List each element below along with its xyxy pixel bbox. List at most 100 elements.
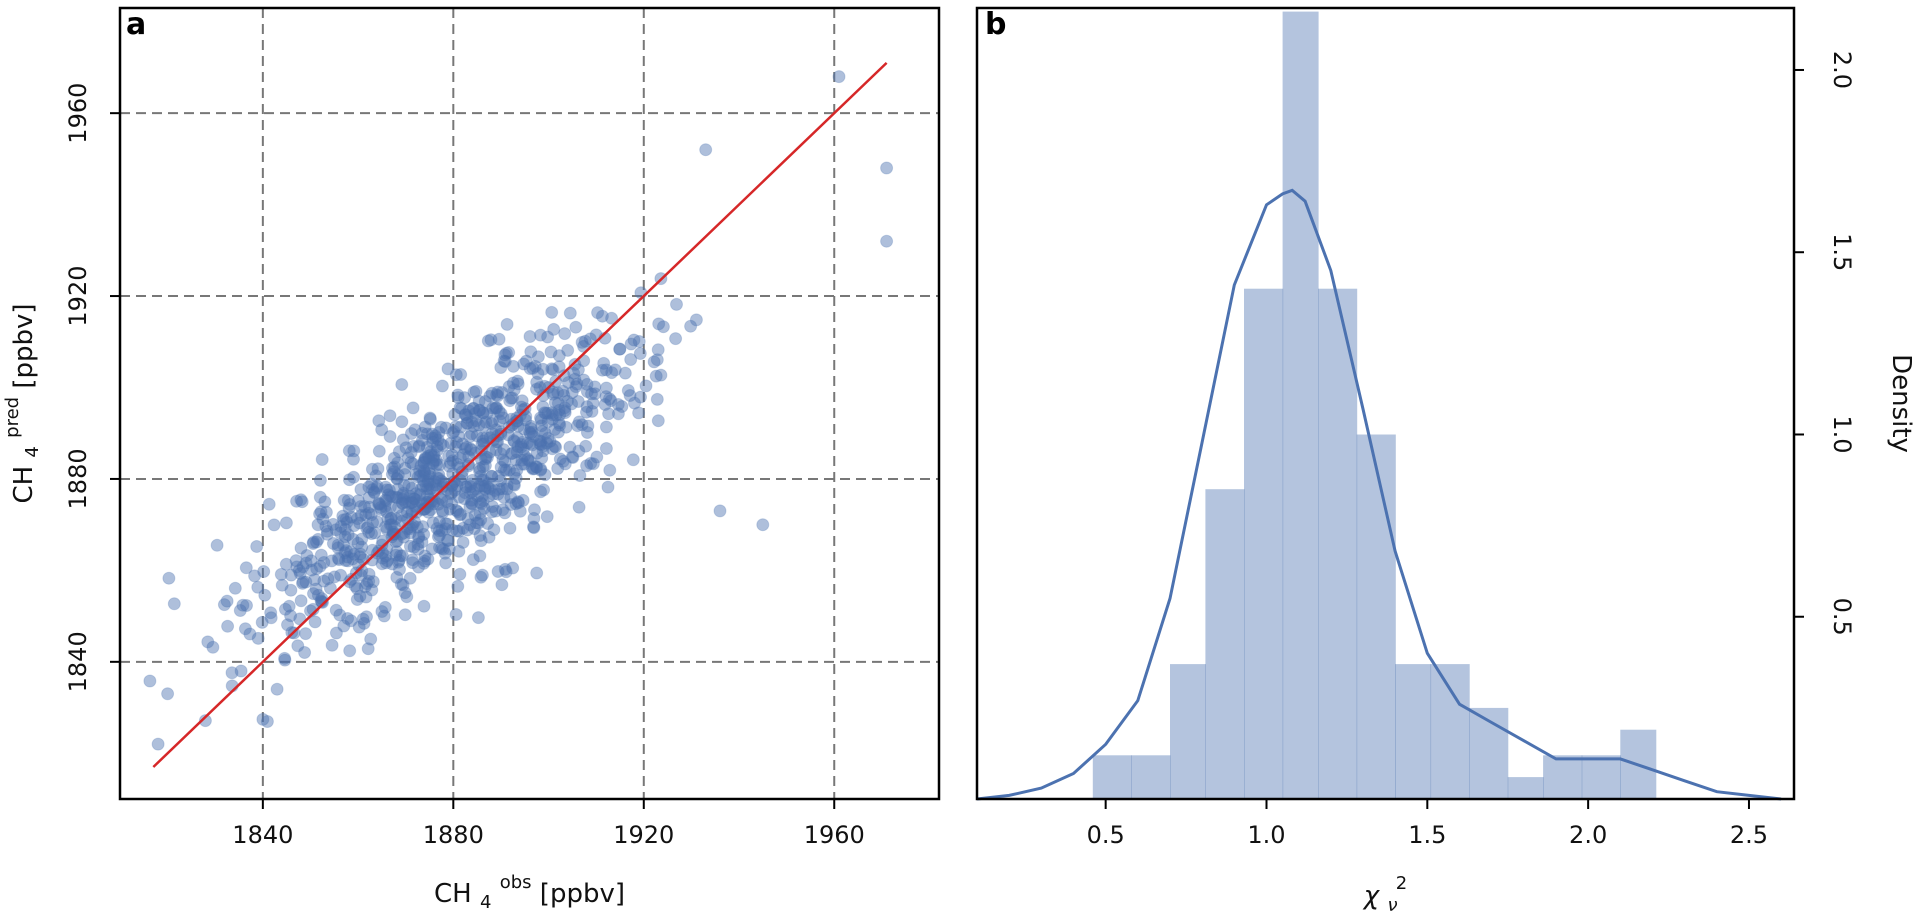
scatter-point <box>279 516 293 530</box>
histogram-y-tick-label: 2.0 <box>1828 51 1856 89</box>
scatter-point <box>586 457 600 471</box>
scatter-point <box>365 553 379 567</box>
scatter-point <box>488 402 502 416</box>
scatter-point <box>448 408 462 422</box>
scatter-point <box>496 503 510 517</box>
scatter-point <box>515 453 529 467</box>
scatter-point <box>448 483 462 497</box>
scatter-point <box>456 437 470 451</box>
scatter-point <box>417 465 431 479</box>
scatter-point <box>395 508 409 522</box>
scatter-point <box>540 510 554 524</box>
scatter-point <box>538 427 552 440</box>
scatter-point <box>515 394 529 408</box>
scatter-point <box>580 426 594 439</box>
scatter-point <box>466 484 480 498</box>
scatter-point <box>379 520 393 534</box>
scatter-point <box>238 622 252 636</box>
scatter-points <box>143 70 894 751</box>
scatter-point <box>396 488 410 502</box>
scatter-point <box>143 674 157 688</box>
scatter-point <box>500 482 514 496</box>
scatter-point <box>425 482 439 495</box>
scatter-point <box>449 368 463 382</box>
histogram-y-tick-label: 0.5 <box>1828 598 1856 636</box>
scatter-point <box>338 546 352 560</box>
scatter-point <box>395 497 409 510</box>
scatter-point <box>516 493 530 507</box>
scatter-point <box>449 420 463 434</box>
scatter-point <box>391 491 405 505</box>
scatter-point <box>429 478 443 492</box>
scatter-point <box>652 317 666 331</box>
scatter-point <box>367 485 381 499</box>
scatter-point <box>571 395 585 408</box>
scatter-point <box>538 468 552 482</box>
scatter-point <box>411 470 425 484</box>
scatter-point <box>498 355 512 368</box>
scatter-point <box>427 448 441 462</box>
scatter-point <box>647 355 661 369</box>
scatter-point <box>541 406 555 420</box>
scatter-point <box>573 469 587 482</box>
scatter-point <box>385 490 399 504</box>
scatter-point <box>516 435 530 449</box>
scatter-point <box>151 737 165 751</box>
scatter-point <box>348 579 362 593</box>
scatter-point <box>832 70 846 84</box>
scatter-point <box>525 438 539 452</box>
scatter-point <box>558 406 572 420</box>
scatter-point <box>418 420 432 434</box>
scatter-point <box>395 496 409 510</box>
scatter-point <box>552 416 566 430</box>
scatter-point <box>206 640 220 654</box>
scatter-point <box>567 366 581 380</box>
scatter-point <box>337 513 351 527</box>
scatter-point <box>586 396 600 410</box>
scatter-point <box>343 498 357 511</box>
scatter-point <box>386 528 400 541</box>
scatter-point <box>342 501 356 515</box>
scatter-point <box>366 575 380 589</box>
scatter-point <box>588 387 602 401</box>
scatter-point <box>506 376 520 390</box>
scatter-point <box>523 425 537 439</box>
scatter-point <box>339 512 353 526</box>
scatter-point <box>376 551 389 565</box>
scatter-point <box>561 343 575 357</box>
scatter-point <box>531 350 545 364</box>
scatter-point <box>404 520 418 534</box>
scatter-point <box>337 538 350 552</box>
scatter-point <box>510 463 524 477</box>
scatter-point <box>476 406 490 420</box>
scatter-point <box>467 401 481 415</box>
scatter-point <box>511 440 525 453</box>
scatter-point <box>499 463 513 477</box>
scatter-point <box>880 234 894 248</box>
scatter-point <box>344 572 358 586</box>
scatter-point <box>476 406 490 420</box>
scatter-point <box>355 532 369 546</box>
scatter-point <box>353 589 367 603</box>
scatter-point <box>523 437 537 451</box>
scatter-point <box>611 398 625 411</box>
scatter-point <box>503 521 517 535</box>
scatter-point <box>406 556 420 570</box>
scatter-point <box>551 462 565 475</box>
scatter-point <box>442 542 456 556</box>
scatter-point <box>570 377 584 391</box>
scatter-point <box>421 473 435 487</box>
scatter-point <box>425 542 439 556</box>
scatter-x-tick-label: 1840 <box>232 821 293 849</box>
scatter-point <box>378 500 392 514</box>
scatter-point <box>314 548 328 562</box>
scatter-point <box>502 346 516 359</box>
scatter-point <box>572 444 586 458</box>
scatter-point <box>318 495 332 509</box>
scatter-point <box>456 535 470 549</box>
scatter-point <box>558 404 572 418</box>
scatter-point <box>639 379 653 393</box>
scatter-point <box>621 384 635 397</box>
scatter-point <box>654 368 668 382</box>
scatter-point <box>374 503 388 516</box>
